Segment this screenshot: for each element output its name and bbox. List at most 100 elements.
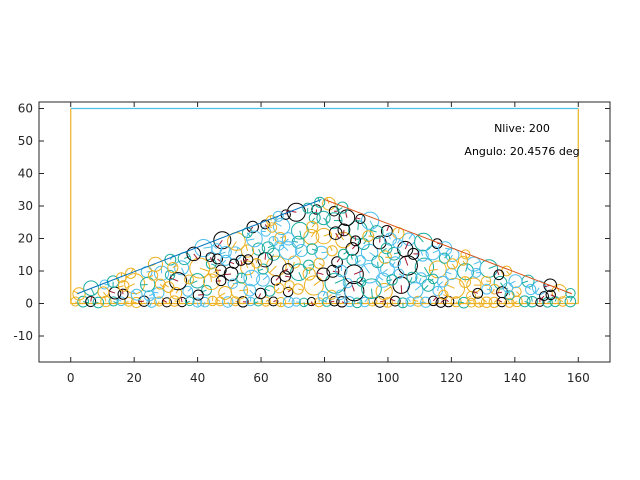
particle (282, 286, 294, 298)
particle (72, 287, 86, 301)
particle (303, 228, 320, 245)
particle-orientation (344, 210, 348, 218)
particle-orientation (257, 293, 262, 299)
particle-orientation (354, 235, 357, 241)
particle-orientation (398, 273, 404, 277)
particle-orientation (231, 241, 237, 250)
x-tick-label: 60 (253, 371, 268, 385)
particle (493, 269, 505, 281)
particle (361, 278, 382, 300)
particle-orientation (391, 261, 396, 267)
particle-orientation (322, 291, 326, 297)
particle-orientation (311, 248, 318, 252)
particle-orientation (464, 254, 468, 259)
particle (526, 295, 538, 308)
particle (317, 290, 329, 302)
particle-orientation (254, 301, 259, 304)
particle-orientation (386, 302, 389, 308)
particle-orientation (152, 291, 159, 294)
particle-orientation (496, 291, 503, 294)
particle-orientation (385, 256, 392, 259)
particle-orientation (219, 292, 226, 297)
particle-orientation (404, 256, 409, 266)
particle-orientation (417, 235, 424, 243)
particle (203, 273, 220, 291)
particle-orientation (90, 296, 93, 302)
particle-orientation (429, 268, 438, 272)
particle-orientation (118, 285, 124, 288)
particle (303, 275, 324, 296)
particle-orientation (372, 301, 376, 306)
particle (256, 272, 270, 287)
particle (257, 263, 269, 275)
particle (344, 296, 356, 308)
particle-orientation (530, 296, 533, 302)
particle (313, 257, 325, 269)
particle (543, 278, 557, 293)
particle-orientation (162, 299, 168, 303)
particle-orientation (409, 277, 413, 283)
particle-orientation (180, 297, 183, 303)
particle-orientation (397, 239, 401, 244)
particle-orientation (343, 251, 348, 255)
particle (199, 296, 211, 308)
particle (281, 232, 296, 246)
particle (130, 288, 143, 301)
particle-orientation (550, 294, 556, 298)
particle-orientation (303, 302, 306, 307)
particle-orientation (497, 299, 503, 303)
particle-orientation (496, 270, 500, 275)
particle (161, 297, 172, 308)
particle-orientation (478, 301, 482, 307)
particle (473, 296, 485, 308)
particle-orientation (522, 280, 529, 284)
particle-orientation (109, 290, 116, 294)
particle-orientation (308, 264, 314, 266)
particle-orientation (344, 301, 350, 304)
plot-area (70, 107, 579, 309)
particle (386, 274, 398, 286)
particle-orientation (363, 239, 368, 245)
particle-orientation (185, 300, 190, 304)
particle (565, 288, 576, 299)
particle-orientation (203, 246, 213, 249)
particle-orientation (289, 285, 292, 290)
particle-orientation (407, 297, 411, 302)
particle-orientation (506, 270, 511, 276)
particle-orientation (476, 271, 481, 274)
y-tick-label: 30 (18, 199, 33, 213)
particle (261, 241, 275, 254)
annotation-nlive: Nlive: 200 (494, 122, 550, 135)
particle (374, 296, 386, 308)
particle (382, 297, 393, 308)
particle-orientation (138, 300, 145, 303)
particle-orientation (221, 259, 227, 265)
particle (116, 296, 127, 307)
particle (316, 210, 331, 226)
particle-orientation (156, 301, 160, 306)
particle (393, 268, 405, 280)
particle (184, 274, 194, 285)
particle (77, 295, 89, 308)
particle (446, 258, 459, 270)
particle-orientation (364, 297, 369, 303)
particle (70, 296, 81, 307)
particle (380, 225, 393, 238)
particle-orientation (249, 289, 255, 295)
particle-orientation (196, 302, 199, 308)
particle-orientation (298, 288, 304, 291)
particle (344, 264, 364, 285)
particle (174, 260, 190, 276)
particle (290, 263, 308, 282)
particle (251, 257, 262, 269)
particle-orientation (283, 238, 289, 244)
particle-orientation (390, 298, 396, 302)
particle-orientation (482, 298, 487, 303)
particle-orientation (209, 257, 213, 262)
particle-orientation (488, 264, 498, 269)
particle-orientation (387, 233, 391, 240)
particle (371, 255, 384, 269)
particle-orientation (272, 236, 275, 242)
particle-orientation (213, 270, 218, 274)
